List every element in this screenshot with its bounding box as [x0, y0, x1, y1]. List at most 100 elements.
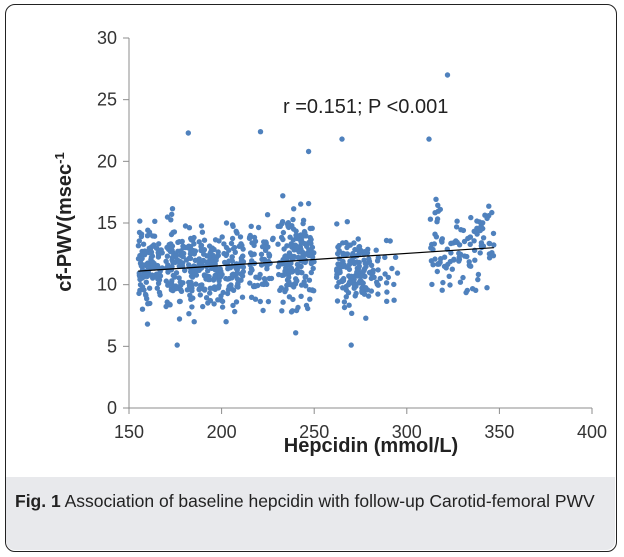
data-point [154, 285, 160, 291]
data-point [211, 275, 218, 281]
data-point [179, 238, 185, 245]
data-point [188, 235, 194, 242]
data-point [249, 252, 255, 258]
data-point [293, 330, 299, 336]
data-point [341, 304, 348, 311]
data-point [427, 216, 434, 222]
data-point [266, 252, 273, 258]
data-point [148, 249, 155, 255]
data-point [148, 254, 155, 260]
data-point [282, 268, 288, 274]
data-point [283, 262, 289, 268]
data-point [491, 242, 497, 248]
data-point [238, 271, 244, 277]
data-point [279, 219, 286, 225]
data-point [201, 287, 208, 293]
data-point [223, 319, 229, 325]
y-tick-label: 0 [107, 398, 117, 418]
data-point [308, 269, 314, 276]
data-point [247, 280, 253, 286]
data-point [205, 276, 211, 283]
y-tick-label: 15 [97, 213, 117, 233]
data-point [234, 276, 240, 282]
data-point [431, 241, 437, 247]
data-point [365, 293, 372, 299]
data-point [165, 246, 172, 252]
data-point [349, 257, 356, 264]
figure-caption: Fig. 1 Association of baseline hepcidin … [15, 488, 605, 514]
trend-line [138, 247, 494, 272]
data-point [215, 252, 221, 259]
data-point [298, 237, 304, 244]
data-point [295, 304, 301, 311]
data-point [468, 214, 474, 221]
data-point [278, 234, 285, 241]
data-point [467, 234, 474, 240]
data-point [265, 258, 272, 265]
data-point [305, 200, 312, 207]
data-point [352, 293, 358, 299]
data-point [287, 234, 293, 240]
data-point [266, 275, 272, 282]
data-point [371, 274, 377, 280]
data-point [247, 232, 253, 239]
data-point [251, 234, 258, 241]
data-point [456, 254, 462, 261]
data-point [217, 272, 223, 278]
data-point [230, 223, 236, 230]
data-point [228, 283, 234, 289]
data-point [366, 256, 372, 262]
data-point [229, 275, 235, 281]
data-point [446, 273, 452, 279]
data-point [186, 264, 192, 270]
data-point [482, 212, 488, 218]
data-point [270, 235, 276, 241]
data-point [228, 240, 235, 247]
data-point [185, 130, 191, 136]
data-point [279, 308, 285, 314]
data-point [389, 265, 395, 272]
data-point [467, 241, 473, 247]
data-point [229, 254, 235, 260]
data-point [308, 260, 315, 267]
data-point [180, 280, 186, 286]
data-point [461, 253, 468, 259]
data-point [232, 249, 238, 255]
data-point [234, 230, 240, 236]
data-point [199, 229, 206, 235]
data-point [142, 248, 149, 255]
data-point [166, 241, 172, 248]
data-point [137, 276, 143, 283]
data-point [344, 251, 351, 257]
data-point [384, 289, 390, 295]
data-point [143, 279, 149, 285]
data-point [348, 342, 354, 348]
data-point [138, 231, 145, 237]
data-point [435, 202, 441, 208]
data-point [382, 254, 388, 261]
data-point [291, 284, 297, 290]
data-point [290, 216, 296, 223]
data-point [234, 283, 240, 290]
data-point [368, 262, 375, 268]
data-point [205, 268, 211, 274]
data-point [467, 263, 473, 269]
data-point [252, 296, 259, 302]
data-point [439, 287, 445, 293]
data-point [136, 270, 142, 276]
data-point [286, 279, 292, 285]
data-point [163, 258, 169, 264]
data-point [233, 299, 240, 305]
data-point [265, 244, 271, 250]
x-axis-label: Hepcidin (mmol/L) [284, 435, 458, 457]
data-point [479, 244, 485, 251]
data-point [341, 262, 347, 268]
data-point [356, 244, 362, 250]
data-point [145, 301, 151, 307]
data-point [486, 203, 492, 209]
data-point [290, 226, 297, 232]
data-point [345, 290, 352, 296]
data-point [178, 252, 184, 258]
data-point [219, 304, 226, 310]
data-point [191, 319, 197, 325]
